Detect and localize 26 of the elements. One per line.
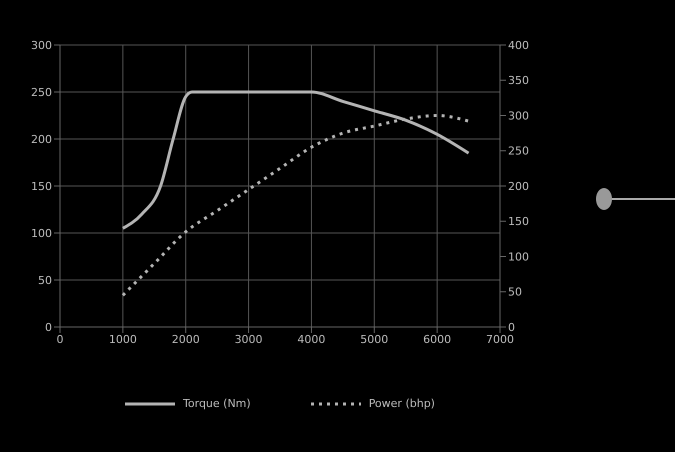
y2-tick-label: 250: [508, 144, 529, 158]
x-tick-label: 6000: [423, 332, 452, 346]
y2-tick-label: 350: [508, 74, 529, 88]
y2-tick-label: 300: [508, 109, 529, 122]
y-tick-label: 100: [31, 226, 52, 240]
x-tick-label: 7000: [486, 332, 514, 346]
y-tick-label: 50: [38, 274, 52, 287]
y-tick-label: 150: [31, 180, 52, 193]
legend-label: Torque (Nm): [183, 397, 251, 410]
x-tick-label: 4000: [297, 332, 326, 346]
x-tick-label: 2000: [172, 332, 200, 346]
y2-tick-label: 100: [508, 250, 529, 264]
y-tick-label: 0: [45, 320, 52, 334]
y2-tick-label: 0: [508, 320, 515, 334]
y-tick-label: 250: [31, 86, 52, 99]
y2-tick-label: 400: [508, 38, 529, 52]
x-tick-label: 1000: [108, 332, 137, 346]
x-tick-label: 5000: [360, 332, 388, 346]
legend-label: Power (bhp): [368, 397, 435, 410]
x-tick-label: 0: [56, 332, 64, 346]
y2-tick-label: 150: [508, 215, 529, 228]
y-tick-label: 300: [31, 38, 52, 52]
y-tick-label: 200: [31, 132, 52, 146]
x-tick-label: 3000: [234, 332, 263, 346]
y2-tick-label: 200: [508, 180, 529, 193]
y2-tick-label: 50: [508, 286, 522, 299]
